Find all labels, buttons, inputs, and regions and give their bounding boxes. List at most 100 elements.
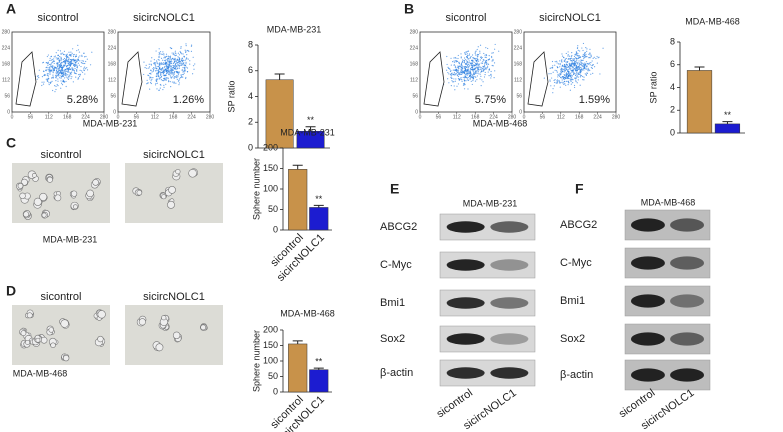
error-bar	[292, 164, 303, 170]
cell	[26, 312, 33, 319]
flow-dot	[174, 64, 176, 66]
flow-dot	[582, 75, 584, 78]
flow-dot	[477, 46, 479, 48]
flow-dot	[41, 75, 44, 78]
flow-dot	[164, 68, 166, 70]
protein-label: Bmi1	[560, 295, 585, 307]
flow-dot	[578, 56, 580, 59]
flow-percent: 5.28%	[67, 94, 98, 106]
flow-dot	[572, 69, 574, 71]
flow-y-tick-label: 0	[415, 109, 418, 115]
flow-dot	[474, 68, 476, 70]
flow-dot	[466, 60, 468, 62]
flow-dot	[460, 67, 462, 69]
flow-dot	[176, 76, 178, 79]
flow-dot	[49, 68, 51, 70]
flow-dot	[479, 66, 481, 68]
flow-dot	[55, 76, 57, 78]
flow-dot	[58, 59, 60, 61]
flow-dot	[483, 62, 486, 64]
y-axis-label: Sphere number	[251, 158, 261, 220]
flow-dot	[57, 78, 59, 80]
flow-dot	[557, 63, 560, 65]
flow-dot	[168, 60, 170, 62]
flow-dot	[460, 78, 462, 80]
flow-dot	[488, 55, 490, 57]
cell	[62, 354, 70, 362]
flow-dot	[568, 66, 570, 68]
flow-dot	[579, 66, 581, 69]
flow-dot	[165, 59, 167, 61]
flow-dot	[55, 80, 57, 82]
flow-dot	[470, 68, 472, 71]
flow-dot	[579, 68, 581, 71]
flow-dot	[85, 55, 87, 58]
flow-percent: 5.75%	[475, 94, 506, 106]
flow-dot	[71, 63, 73, 65]
flow-dot	[571, 69, 573, 72]
flow-dot	[150, 80, 152, 82]
flow-dot	[192, 73, 194, 75]
error-bar	[305, 126, 316, 132]
flow-dot	[453, 81, 455, 83]
flow-dot	[178, 78, 181, 80]
flow-dot	[567, 51, 569, 53]
flow-dot	[66, 56, 69, 58]
cell	[161, 315, 167, 321]
flow-dot	[55, 52, 57, 54]
flow-dot	[452, 69, 454, 71]
flow-dot	[54, 91, 56, 93]
flow-dot	[155, 69, 157, 72]
flow-y-tick-label: 112	[108, 77, 116, 83]
flow-y-tick-label: 224	[514, 45, 523, 51]
flow-dot	[479, 68, 481, 70]
flow-dot	[463, 59, 465, 62]
flow-dot	[576, 47, 579, 50]
flow-dot	[45, 66, 47, 69]
flow-dot	[189, 63, 191, 65]
flow-dot	[446, 55, 448, 58]
flow-dot	[582, 49, 584, 52]
flow-dot	[69, 63, 71, 65]
flow-dot	[579, 63, 581, 65]
flow-dot	[446, 63, 448, 66]
flow-dot	[460, 57, 462, 59]
flow-dot	[576, 68, 578, 70]
y-tick-label: 0	[273, 386, 278, 396]
flow-dot	[185, 76, 187, 79]
flow-dot	[570, 83, 572, 85]
flow-dot	[158, 67, 161, 69]
flow-dot	[65, 73, 67, 75]
flow-dot	[559, 62, 561, 65]
flow-dot	[151, 71, 153, 73]
flow-dot	[81, 60, 83, 62]
blot-band	[630, 218, 665, 232]
flow-dot	[456, 85, 458, 87]
flow-dot	[579, 61, 582, 63]
flow-dot	[592, 64, 594, 66]
flow-dot	[172, 69, 174, 71]
flow-dot	[183, 72, 185, 74]
flow-dot	[449, 70, 452, 72]
flow-dot	[575, 53, 577, 55]
flow-dot	[463, 71, 466, 73]
flow-dot	[60, 56, 62, 58]
y-tick-label: 0	[670, 127, 675, 137]
flow-dot	[154, 64, 157, 66]
blot-band	[490, 259, 529, 271]
flow-dot	[464, 52, 466, 54]
cell	[136, 189, 143, 196]
flow-dot	[560, 67, 563, 69]
flow-dot	[56, 73, 58, 75]
flow-dot	[560, 69, 563, 71]
flow-dot	[575, 57, 577, 59]
flow-dot	[59, 69, 61, 71]
flow-dot	[563, 78, 565, 80]
flow-dot	[158, 62, 161, 64]
cell	[200, 324, 207, 331]
flow-dot	[454, 74, 456, 76]
flow-dot	[475, 60, 478, 62]
flow-dot	[558, 74, 561, 76]
flow-title: sicontrol	[446, 12, 487, 24]
flow-dot	[171, 71, 173, 73]
